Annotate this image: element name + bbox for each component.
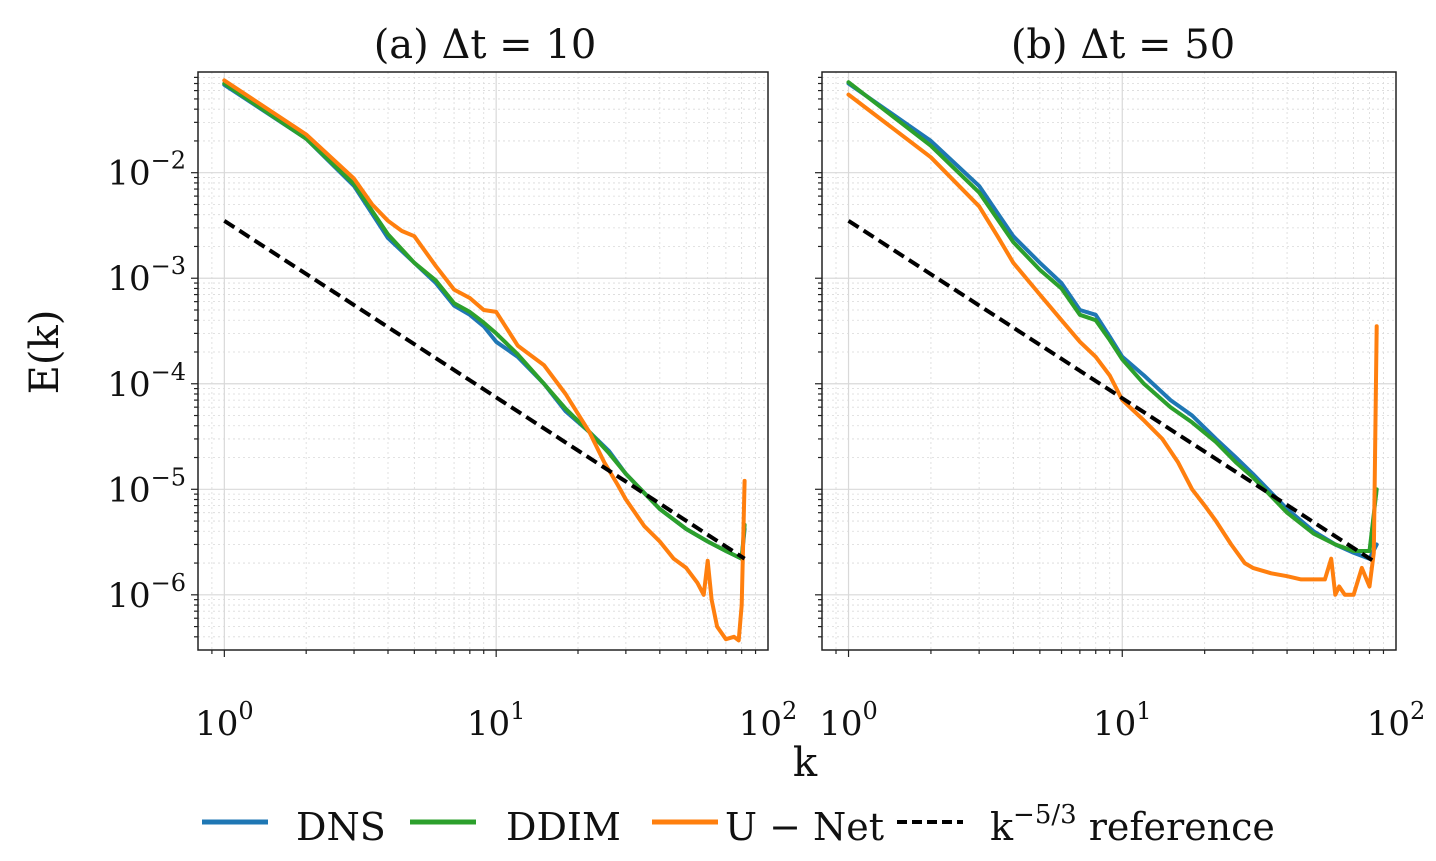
legend-entry-ddim: DDIM xyxy=(410,805,621,849)
panel-b-series xyxy=(846,80,1379,597)
panel-a-series xyxy=(222,78,747,643)
legend-label-ddim: DDIM xyxy=(506,805,621,849)
x-tick-label: 100 xyxy=(195,697,254,744)
panel-a: (a) Δt = 10 100 101 102 10−6 10−5 10−4 10−3 10−… xyxy=(107,22,797,744)
x-tick-label: 102 xyxy=(1367,697,1426,744)
panel-a-frame xyxy=(197,71,769,651)
panel-b-title: (b) Δt = 50 xyxy=(1011,22,1235,68)
legend-entry-reference: k−5/3 reference xyxy=(897,800,1275,849)
legend: DNS DDIM U − Net k−5/3 reference xyxy=(202,800,1275,849)
legend-label-reference: k−5/3 reference xyxy=(990,800,1275,849)
legend-label-unet: U − Net xyxy=(725,805,884,849)
series-line-k-5-3-reference-panel-b xyxy=(847,219,1378,565)
legend-reference-text: reference xyxy=(1077,805,1275,849)
x-tick-label: 100 xyxy=(819,697,878,744)
panel-a-ticks: 100 101 102 10−6 10−5 10−4 10−3 10−2 xyxy=(107,76,798,744)
y-tick-label: 10−5 xyxy=(107,463,186,510)
y-tick-label: 10−3 xyxy=(107,252,186,299)
legend-label-dns: DNS xyxy=(296,805,386,849)
y-tick-label: 10−4 xyxy=(107,358,186,405)
x-axis-label: k xyxy=(793,740,818,786)
panel-a-plot-area xyxy=(198,72,768,650)
legend-entry-unet: U − Net xyxy=(652,805,884,849)
panel-b-grid xyxy=(822,72,1396,650)
series-line-u-net-panel-a xyxy=(222,78,747,643)
panel-b-ticks: 100 101 102 xyxy=(815,76,1426,744)
x-tick-label: 102 xyxy=(739,697,798,744)
x-tick-label: 101 xyxy=(1093,697,1152,744)
y-axis-label: E(k) xyxy=(22,310,68,395)
legend-reference-exponent: −5/3 xyxy=(1013,800,1077,830)
panel-b: (b) Δt = 50 100 101 102 xyxy=(815,22,1425,744)
legend-entry-dns: DNS xyxy=(202,805,386,849)
y-tick-label: 10−6 xyxy=(107,569,186,616)
series-line-k-5-3-reference-panel-a xyxy=(223,219,746,561)
series-line-u-net-panel-b xyxy=(846,92,1379,597)
series-line-ddim-panel-b xyxy=(846,80,1379,553)
series-line-ddim-panel-a xyxy=(222,81,747,561)
panel-b-frame xyxy=(821,71,1397,651)
panel-b-plot-area xyxy=(822,72,1396,650)
y-tick-label: 10−2 xyxy=(107,147,186,194)
x-tick-label: 101 xyxy=(467,697,526,744)
panel-a-title: (a) Δt = 10 xyxy=(374,22,597,68)
